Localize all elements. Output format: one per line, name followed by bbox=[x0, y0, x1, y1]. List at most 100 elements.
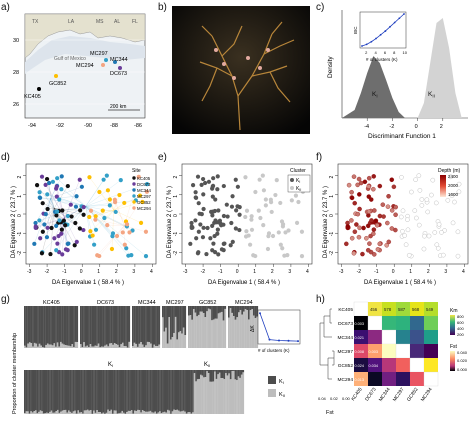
structure-legend-k2: KII bbox=[279, 392, 285, 398]
heatmap-km-cell bbox=[396, 330, 410, 344]
scatter-d-point bbox=[48, 251, 53, 257]
scatter-f-point bbox=[452, 199, 457, 205]
scatter-d-point bbox=[60, 208, 65, 213]
structure-top-bar-k1 bbox=[91, 306, 94, 347]
structure-top-bar-k2 bbox=[81, 347, 84, 348]
structure-bottom-bar-k1 bbox=[66, 370, 69, 413]
scatter-f-point bbox=[351, 174, 357, 179]
structure-top-bar-k1 bbox=[146, 306, 149, 342]
scatter-xtick-label: -3 bbox=[183, 269, 188, 275]
panel-label-c: c) bbox=[316, 2, 325, 13]
structure-bottom-bar-k1 bbox=[185, 370, 188, 414]
structure-top-bar-k1 bbox=[153, 306, 156, 345]
scatter-e-point bbox=[253, 189, 258, 195]
structure-top-bar-k2 bbox=[188, 315, 190, 348]
structure-top-bar-k1 bbox=[249, 306, 252, 311]
structure-top-bar-k1 bbox=[211, 306, 213, 321]
structure-bottom-bar-k1 bbox=[145, 370, 147, 412]
scatter-d-point bbox=[81, 212, 86, 217]
scatter-e-point bbox=[261, 223, 266, 228]
structure-bottom-bar-k2 bbox=[113, 410, 116, 414]
structure-top-bar-k2 bbox=[150, 343, 152, 348]
scatter-e-point bbox=[268, 197, 273, 202]
bic-line bbox=[361, 13, 405, 47]
structure-bottom-bar-k1 bbox=[52, 370, 54, 413]
scatter-f-point bbox=[389, 177, 395, 182]
structure-bottom-bar-k2 bbox=[138, 410, 141, 414]
structure-bottom-bar-k1 bbox=[28, 370, 31, 414]
scatter-d-point bbox=[40, 201, 45, 206]
structure-top-bar-k2 bbox=[217, 313, 220, 348]
structure-bottom-bar-k1 bbox=[201, 370, 204, 376]
scatter-d-point bbox=[107, 203, 112, 208]
structure-top-bar-k1 bbox=[209, 306, 212, 310]
coastline-land bbox=[24, 13, 146, 59]
scatter-ytick-label: -2 bbox=[329, 251, 335, 256]
structure-bottom-bar-k2 bbox=[134, 410, 136, 414]
scatter-e-point bbox=[249, 217, 254, 222]
scatter-e-point bbox=[263, 203, 268, 208]
structure-top-bar-k2 bbox=[211, 320, 213, 348]
structure-top-bar-k1 bbox=[38, 306, 41, 344]
structure-top-bar-k2 bbox=[178, 332, 180, 348]
scatter-f-point bbox=[406, 253, 412, 258]
structure-top-bar-k1 bbox=[207, 306, 210, 309]
structure-top-bar-k2 bbox=[239, 309, 242, 348]
scatter-e-point bbox=[293, 193, 299, 198]
lat-tick-28: 28 bbox=[13, 70, 19, 76]
scatter-f-point bbox=[385, 204, 391, 209]
structure-bottom-bar-k1 bbox=[203, 370, 205, 378]
scatter-xtick-label: -3 bbox=[27, 269, 32, 275]
structure-bottom-bar-k2 bbox=[39, 410, 42, 414]
deltak-point bbox=[287, 339, 290, 342]
scatter-xtick-label: 1 bbox=[253, 269, 256, 275]
structure-bottom-bar-k1 bbox=[159, 370, 161, 412]
scatter-d-connector bbox=[111, 210, 114, 250]
scatter-d-connector bbox=[99, 191, 114, 211]
scatter-ytick-label: 1 bbox=[329, 195, 335, 198]
scatter-d-connector bbox=[113, 201, 143, 211]
structure-top-bar-k2 bbox=[214, 318, 217, 348]
scatter-d-point bbox=[78, 208, 83, 213]
structure-top-bar-k1 bbox=[236, 306, 239, 318]
site-legend-label: MC294 bbox=[137, 206, 151, 211]
structure-bottom-bar-k1 bbox=[99, 370, 102, 413]
structure-top-bar-k2 bbox=[221, 311, 223, 348]
structure-bottom-bar-k2 bbox=[137, 409, 139, 414]
structure-top-bar-k2 bbox=[117, 344, 119, 348]
structure-bottom-bar-k1 bbox=[82, 370, 84, 414]
site-mc294-dot bbox=[101, 63, 105, 67]
bic-xtick-label: 8 bbox=[393, 50, 396, 55]
scatter-e-point bbox=[299, 254, 305, 259]
structure-bottom-bar-k1 bbox=[93, 370, 95, 411]
scatter-f-point bbox=[419, 203, 425, 208]
depth-tick-2000: 2000 bbox=[448, 183, 459, 188]
scatter-f-point bbox=[413, 177, 418, 182]
scatter-d-xlabel: DA Eigenvalue 1 ( 58.4 % ) bbox=[52, 280, 124, 286]
scatter-d-point bbox=[37, 218, 42, 223]
structure-top-bar-k2 bbox=[121, 342, 124, 348]
structure-top-bar-k2 bbox=[135, 343, 138, 348]
scatter-e-point bbox=[230, 194, 235, 199]
structure-top-bar-k2 bbox=[42, 347, 44, 348]
scatter-ytick-label: -1 bbox=[173, 232, 179, 237]
scatter-d-point bbox=[117, 192, 122, 198]
structure-bottom-bar-k1 bbox=[68, 370, 70, 411]
structure-bottom-bar-k2 bbox=[207, 373, 210, 414]
structure-top-bar-k1 bbox=[138, 306, 141, 344]
density-area-k2 bbox=[417, 18, 462, 118]
heatmap-km-cell bbox=[396, 316, 410, 330]
structure-top-bar-k2 bbox=[35, 343, 38, 348]
scatter-e-point bbox=[257, 177, 262, 182]
structure-bottom-bar-k1 bbox=[204, 370, 207, 378]
scatter-e-point bbox=[234, 208, 239, 213]
scatter-f-point bbox=[374, 223, 380, 228]
scatter-e-point bbox=[243, 175, 248, 180]
structure-top-bar-k2 bbox=[256, 316, 259, 348]
density-k1-label: KI bbox=[372, 91, 378, 99]
structure-bottom-bar-k1 bbox=[193, 370, 196, 374]
scatter-d-point bbox=[32, 241, 37, 246]
structure-bottom-bar-k1 bbox=[229, 370, 232, 380]
structure-top-bar-k1 bbox=[254, 306, 257, 319]
